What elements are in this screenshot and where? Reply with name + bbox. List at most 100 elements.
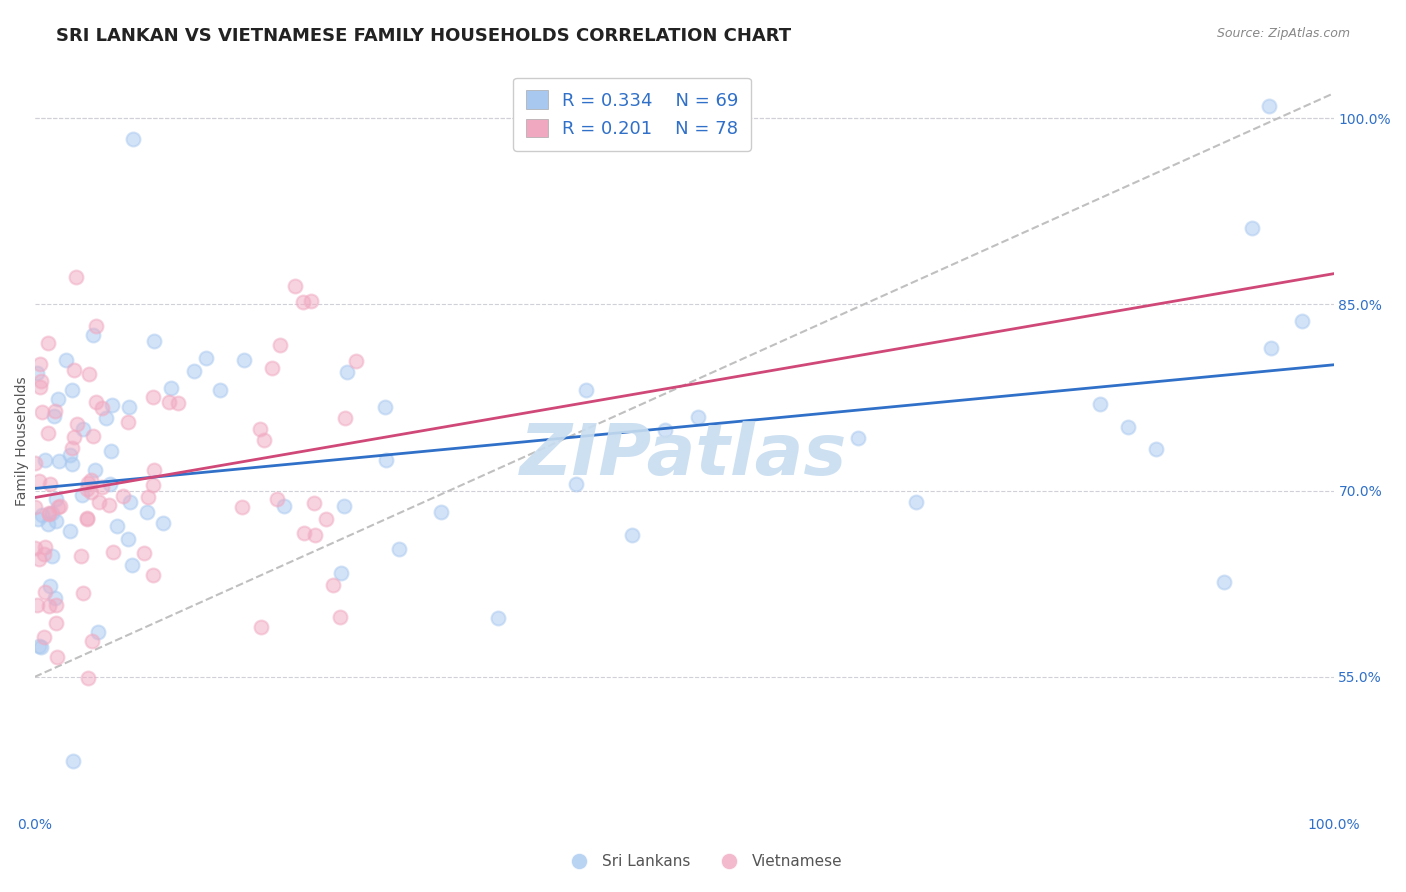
Point xyxy=(48,500,70,515)
Point xyxy=(37,516,59,531)
Text: ZIPatlas: ZIPatlas xyxy=(520,421,848,491)
Point xyxy=(65,270,87,285)
Legend: Sri Lankans, Vietnamese: Sri Lankans, Vietnamese xyxy=(558,848,848,875)
Point xyxy=(1213,574,1236,589)
Point xyxy=(79,473,101,487)
Point xyxy=(904,495,927,509)
Point xyxy=(41,549,63,563)
Point xyxy=(132,546,155,560)
Point xyxy=(1088,397,1111,411)
Point xyxy=(322,578,344,592)
Point xyxy=(565,476,588,491)
Point xyxy=(30,375,52,389)
Point xyxy=(183,364,205,378)
Point xyxy=(167,396,190,410)
Point xyxy=(152,516,174,530)
Point xyxy=(55,353,77,368)
Point xyxy=(27,512,49,526)
Point xyxy=(28,552,51,566)
Point xyxy=(299,294,322,309)
Point xyxy=(39,579,62,593)
Point xyxy=(315,512,337,526)
Point xyxy=(388,542,411,557)
Point xyxy=(621,528,644,542)
Point xyxy=(44,404,66,418)
Point xyxy=(118,400,141,414)
Point xyxy=(25,598,48,612)
Point xyxy=(39,476,62,491)
Point xyxy=(38,599,60,614)
Point xyxy=(330,566,353,580)
Point xyxy=(45,649,67,664)
Point xyxy=(60,384,83,398)
Point xyxy=(302,496,325,510)
Point xyxy=(284,279,307,293)
Point xyxy=(143,463,166,477)
Point xyxy=(24,456,46,470)
Point xyxy=(1291,313,1313,327)
Point xyxy=(100,443,122,458)
Point xyxy=(72,586,94,600)
Point xyxy=(91,401,114,416)
Point xyxy=(336,365,359,379)
Point xyxy=(269,338,291,352)
Point xyxy=(77,671,100,685)
Point xyxy=(30,640,52,655)
Point xyxy=(41,506,63,520)
Point xyxy=(32,548,55,562)
Point xyxy=(76,512,98,526)
Point xyxy=(63,430,86,444)
Point xyxy=(82,429,104,443)
Point xyxy=(94,410,117,425)
Point xyxy=(89,495,111,509)
Point xyxy=(1116,420,1139,434)
Point xyxy=(575,383,598,397)
Point xyxy=(430,505,453,519)
Point xyxy=(1257,99,1279,113)
Point xyxy=(654,423,676,437)
Point xyxy=(62,754,84,768)
Point xyxy=(34,540,56,554)
Point xyxy=(292,526,315,541)
Point xyxy=(344,354,367,368)
Point xyxy=(28,379,51,393)
Point xyxy=(103,545,125,559)
Point xyxy=(253,433,276,447)
Point xyxy=(846,431,869,445)
Point xyxy=(82,633,104,648)
Point xyxy=(84,318,107,333)
Point xyxy=(24,541,46,556)
Point xyxy=(44,591,66,605)
Point xyxy=(157,395,180,409)
Point xyxy=(45,514,67,528)
Point xyxy=(105,518,128,533)
Point xyxy=(31,404,53,418)
Point xyxy=(195,351,218,365)
Legend: R = 0.334    N = 69, R = 0.201    N = 78: R = 0.334 N = 69, R = 0.201 N = 78 xyxy=(513,78,751,151)
Point xyxy=(60,441,83,455)
Point xyxy=(34,453,56,467)
Point xyxy=(142,477,165,491)
Point xyxy=(80,485,103,500)
Text: SRI LANKAN VS VIETNAMESE FAMILY HOUSEHOLDS CORRELATION CHART: SRI LANKAN VS VIETNAMESE FAMILY HOUSEHOL… xyxy=(56,27,792,45)
Point xyxy=(98,498,121,512)
Point xyxy=(42,409,65,423)
Point xyxy=(38,506,60,520)
Point xyxy=(250,620,273,634)
Point xyxy=(59,524,82,538)
Point xyxy=(111,489,134,503)
Point xyxy=(77,476,100,491)
Point xyxy=(84,395,107,409)
Point xyxy=(72,422,94,436)
Point xyxy=(160,381,183,395)
Point xyxy=(59,449,82,463)
Point xyxy=(45,598,67,612)
Point xyxy=(232,353,254,368)
Point xyxy=(70,488,93,502)
Point xyxy=(122,132,145,146)
Point xyxy=(38,507,60,521)
Point xyxy=(1241,221,1264,235)
Point xyxy=(117,416,139,430)
Point xyxy=(28,639,51,653)
Point xyxy=(98,477,121,491)
